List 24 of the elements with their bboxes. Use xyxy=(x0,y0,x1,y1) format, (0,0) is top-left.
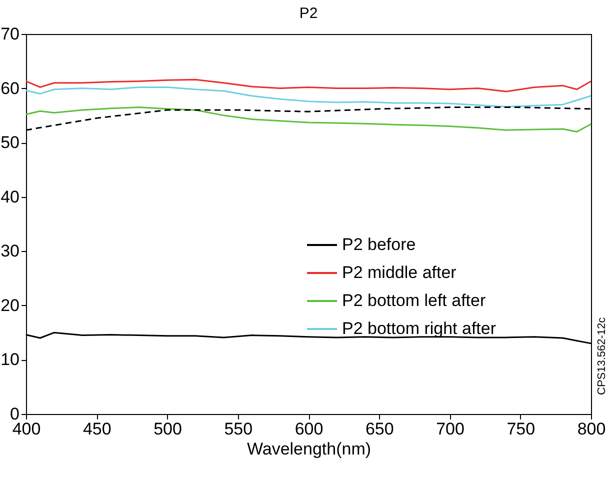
legend-label: P2 middle after xyxy=(342,263,457,282)
x-axis-title: Wavelength(nm) xyxy=(246,440,372,458)
x-tick-label: 550 xyxy=(224,420,253,438)
y-tick-label: 50 xyxy=(0,133,20,152)
x-tick-label: 700 xyxy=(436,420,464,438)
text: CPS13.562-12c xyxy=(596,317,608,395)
chart-title: P2 xyxy=(299,5,318,22)
legend-label: P2 bottom left after xyxy=(342,291,486,310)
x-tick-label: 800 xyxy=(577,420,606,438)
y-tick-label: 40 xyxy=(0,187,20,206)
line-series xyxy=(25,78,592,92)
x-tick-label: 500 xyxy=(154,420,182,438)
line-series xyxy=(25,86,592,108)
x-tick-label: 750 xyxy=(506,420,536,438)
x-tick-label: 450 xyxy=(82,420,112,438)
y-tick-label: 60 xyxy=(0,78,20,98)
y-tick-label: 10 xyxy=(0,350,20,370)
x-tick-label: 600 xyxy=(294,420,324,438)
y-tick-label: 70 xyxy=(0,24,20,44)
x-tick-label: 650 xyxy=(365,420,394,438)
legend-label: P2 before xyxy=(342,235,416,254)
y-tick-label: 20 xyxy=(0,296,20,315)
y-tick-label: 30 xyxy=(0,242,20,261)
legend-label: P2 bottom right after xyxy=(342,319,496,338)
